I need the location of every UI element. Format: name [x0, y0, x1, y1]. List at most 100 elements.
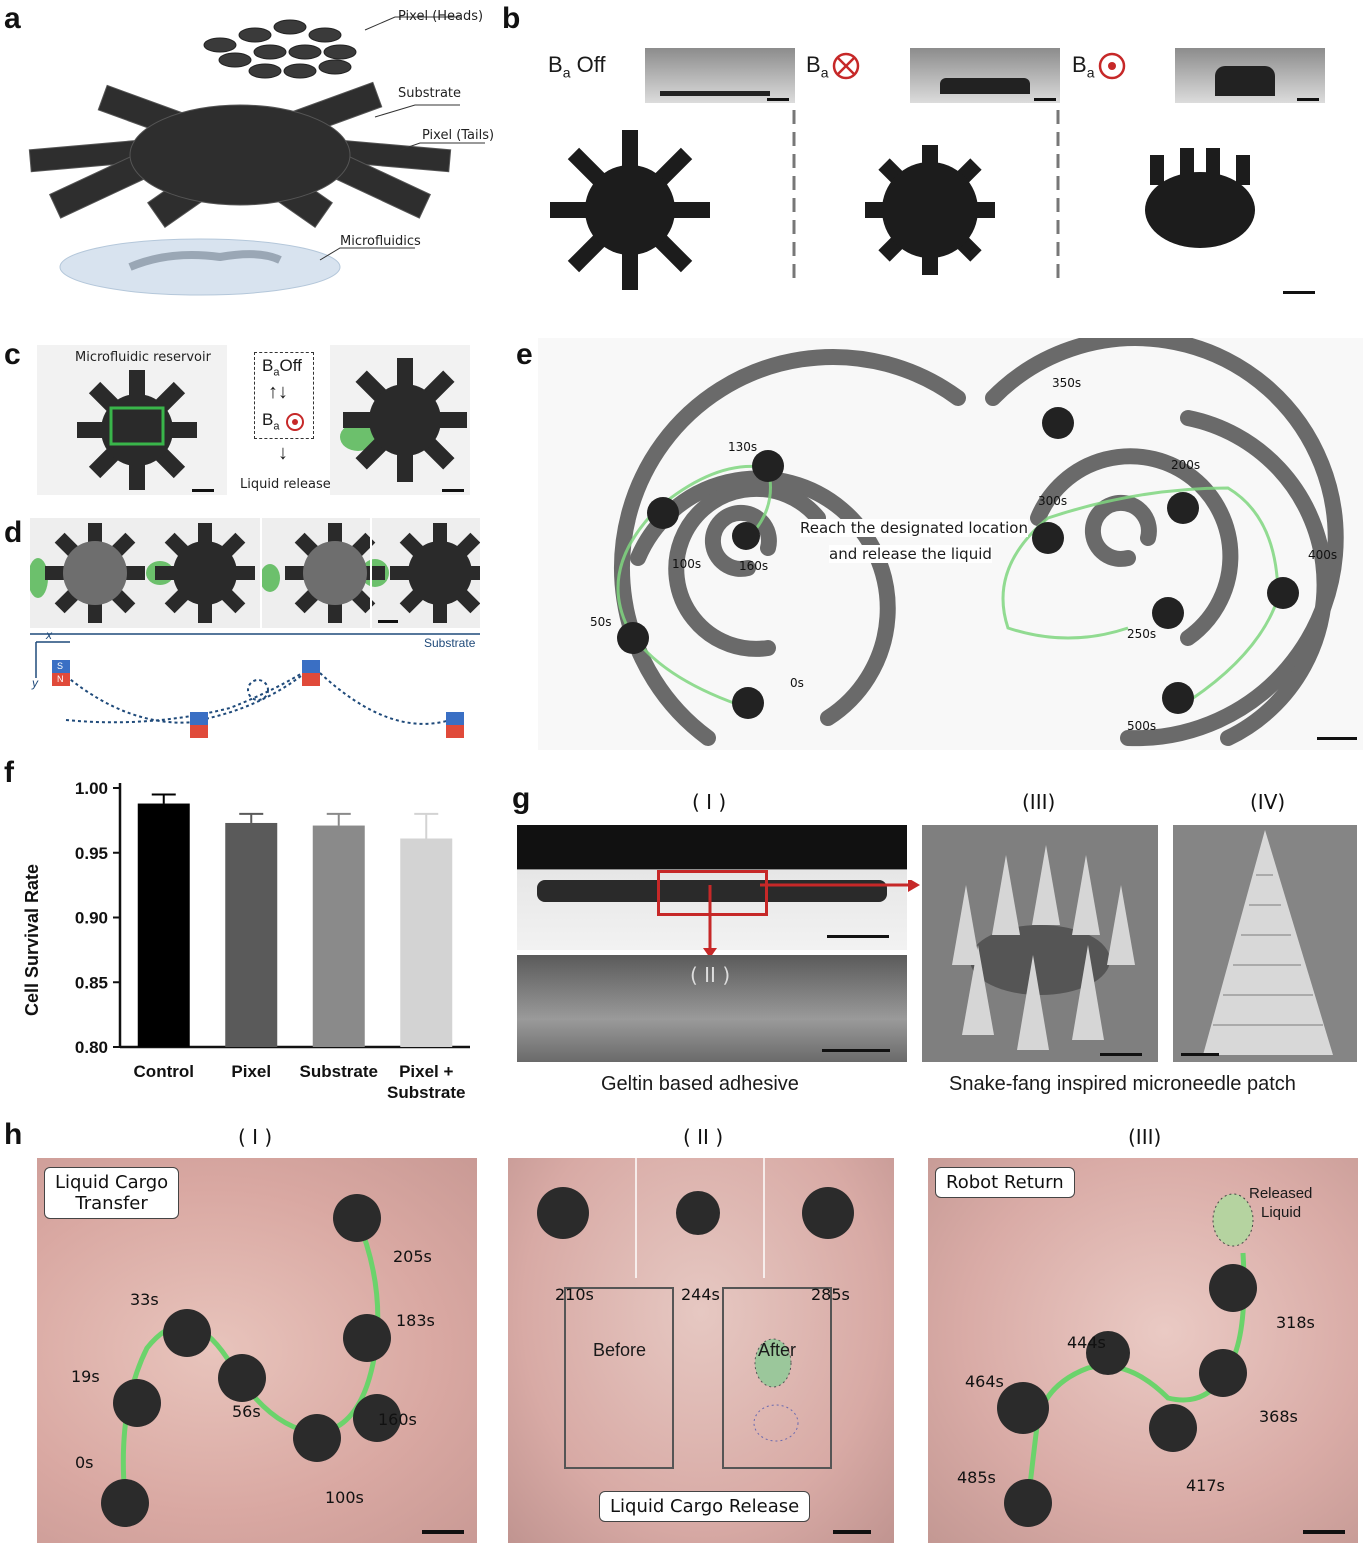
h3-time-368: 368s	[1259, 1407, 1298, 1426]
b-robot-photos	[550, 110, 1255, 290]
c-seq-arrows: ↑↓	[268, 381, 288, 403]
panel-label-b: b	[502, 2, 521, 35]
h3-released-2: Liquid	[1261, 1204, 1302, 1221]
h3-time-464: 464s	[965, 1372, 1004, 1391]
panel-label-a: a	[4, 2, 21, 35]
d-photo-strip	[30, 518, 480, 628]
b-state-into: Ba	[806, 52, 829, 81]
h1-time-160: 160s	[378, 1410, 417, 1429]
h3-time-444: 444s	[1067, 1333, 1106, 1352]
c-photo-release	[330, 345, 470, 495]
h2-before: Before	[593, 1340, 647, 1360]
label-substrate: Substrate	[398, 86, 462, 101]
c-seq-off: BaOff	[262, 356, 302, 379]
h-box-transfer: Liquid Cargo Transfer	[44, 1167, 180, 1219]
e-time-0: 0s	[790, 676, 804, 690]
label-pixel-heads: Pixel (Heads)	[398, 9, 484, 24]
h3-time-417: 417s	[1186, 1476, 1225, 1495]
b-sideview-out	[1175, 48, 1325, 103]
panel-label-h: h	[4, 1118, 23, 1151]
panel-label-g: g	[512, 782, 531, 815]
e-time-400: 400s	[1308, 548, 1338, 562]
h3-time-485: 485s	[957, 1468, 996, 1487]
f-ytick-label: 1.00	[75, 779, 108, 798]
h3-released-1: Released	[1249, 1185, 1313, 1202]
f-category-label: Pixel + Substrate	[387, 1062, 465, 1102]
e-time-300: 300s	[1038, 494, 1068, 508]
h1-time-100: 100s	[325, 1488, 364, 1507]
h1-time-19: 19s	[71, 1367, 100, 1386]
c-sequence-box	[254, 352, 314, 439]
e-message-1: Reach the designated location	[800, 519, 1028, 537]
g-caption-microneedle: Snake-fang inspired microneedle patch	[949, 1073, 1296, 1095]
label-microfluidics: Microfluidics	[340, 234, 421, 249]
d-axis-y: y	[32, 676, 38, 690]
h2-time-285: 285s	[811, 1285, 850, 1304]
e-time-500: 500s	[1127, 719, 1157, 733]
h-photo-release	[508, 1158, 894, 1543]
h-roman-2: ( II )	[683, 1125, 724, 1149]
d-magnet-s: S	[57, 661, 64, 671]
f-bar-chart: Cell Survival Rate 0.80 0.85 0.90 0.95 1.00 C…	[22, 779, 470, 1102]
h-box-transfer-line2: Transfer	[75, 1193, 148, 1214]
g-roman-1: ( I )	[692, 790, 727, 814]
b-sideview-off	[645, 48, 795, 103]
h1-time-183: 183s	[396, 1311, 435, 1330]
h1-time-0: 0s	[75, 1453, 94, 1472]
c-seq-out: Ba	[262, 410, 280, 433]
f-ytick-label: 0.85	[75, 973, 108, 992]
f-bar	[137, 803, 190, 1047]
e-spiral-track	[538, 338, 1363, 750]
h1-time-205: 205s	[393, 1247, 432, 1266]
g-sem-single-needle	[1173, 825, 1357, 1062]
g-roman-3: (III)	[1022, 790, 1056, 814]
g-caption-adhesive: Geltin based adhesive	[601, 1073, 799, 1095]
h-roman-3: (III)	[1128, 1125, 1162, 1149]
b-scalebar	[1283, 291, 1315, 294]
panel-a-illustration	[28, 16, 485, 296]
f-bar	[312, 825, 365, 1047]
c-photo-reservoir	[37, 345, 227, 495]
h1-time-33: 33s	[130, 1290, 159, 1309]
e-time-250: 250s	[1127, 627, 1157, 641]
h2-time-210: 210s	[555, 1285, 594, 1304]
panel-label-d: d	[4, 516, 23, 549]
d-axis-x: x	[46, 628, 52, 642]
g-roman-4: (IV)	[1250, 790, 1286, 814]
g-callout-arrows	[703, 880, 920, 958]
d-substrate-label: Substrate	[424, 636, 476, 650]
h-roman-1: ( I )	[238, 1125, 273, 1149]
h3-time-318: 318s	[1276, 1313, 1315, 1332]
panel-label-e: e	[516, 338, 533, 371]
e-scalebar	[1317, 737, 1357, 740]
h-box-transfer-line1: Liquid Cargo	[55, 1172, 169, 1193]
field-out-icon	[1098, 52, 1126, 80]
c-title: Microfluidic reservoir	[75, 350, 211, 365]
b-state-out: Ba	[1072, 52, 1095, 81]
h-photo-return	[928, 1158, 1358, 1543]
g-roman-2: ( II )	[690, 963, 731, 987]
h-photo-transfer	[37, 1158, 477, 1543]
c-result: Liquid release	[240, 477, 331, 492]
e-time-100: 100s	[672, 557, 702, 571]
f-category-label: Control	[134, 1062, 194, 1081]
h2-after: After	[758, 1340, 797, 1360]
e-time-350: 350s	[1052, 376, 1082, 390]
f-ytick-label: 0.95	[75, 844, 108, 863]
b-sideview-into	[910, 48, 1060, 103]
e-message-2: and release the liquid	[829, 545, 992, 563]
f-category-label: Pixel	[231, 1062, 271, 1081]
f-ytick-label: 0.90	[75, 909, 108, 928]
panel-label-c: c	[4, 338, 21, 371]
g-sem-microneedle-array	[922, 825, 1158, 1062]
c-down-arrow: ↓	[278, 442, 288, 464]
field-into-icon	[832, 52, 860, 80]
f-category-label: Substrate	[300, 1062, 378, 1081]
h-box-release: Liquid Cargo Release	[599, 1491, 811, 1522]
h2-time-244: 244s	[681, 1285, 720, 1304]
e-time-160: 160s	[739, 559, 769, 573]
g-sem-adhesive	[517, 955, 907, 1062]
label-pixel-tails: Pixel (Tails)	[422, 128, 495, 143]
e-time-200: 200s	[1171, 458, 1201, 472]
f-bar	[400, 838, 453, 1047]
